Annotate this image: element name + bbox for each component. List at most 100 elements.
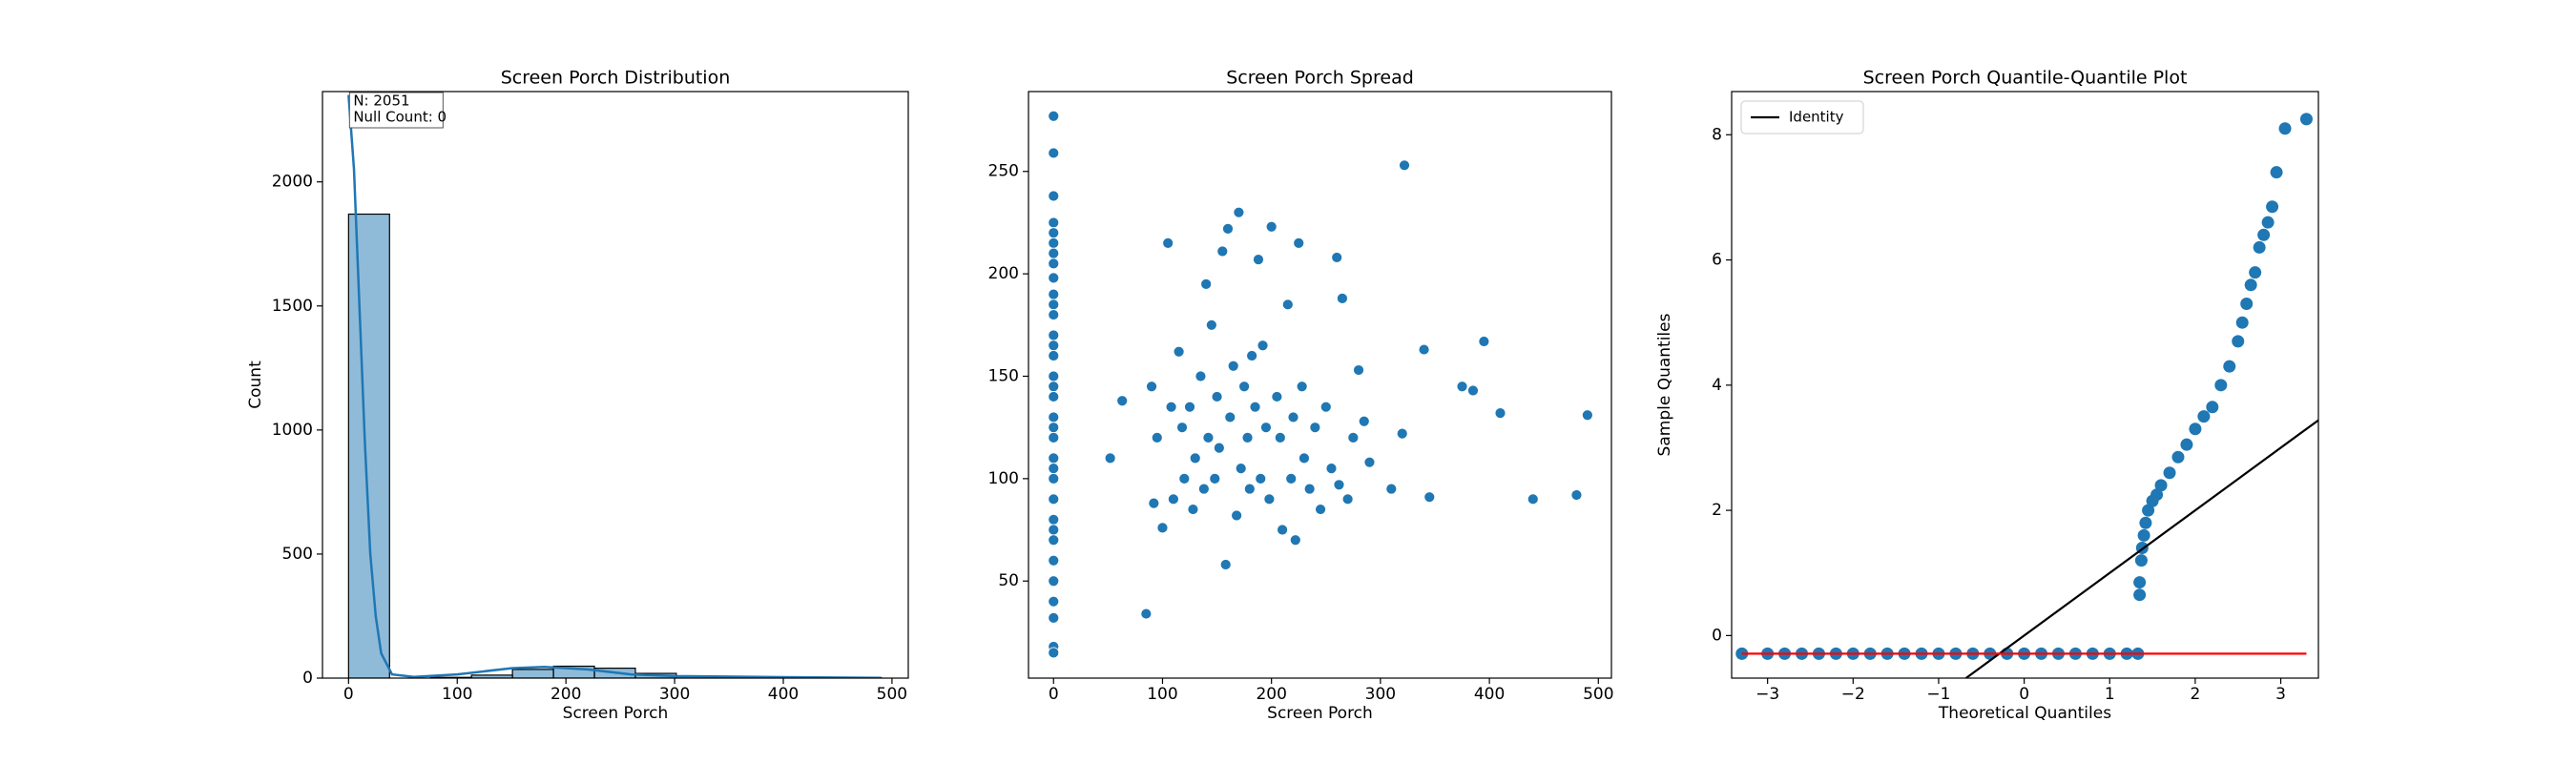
scatter-point (1178, 472, 1191, 485)
scatter-point (1048, 350, 1060, 361)
scatter-point (1184, 401, 1195, 413)
scatter-point (1274, 432, 1286, 443)
scatter-point (1456, 381, 1468, 393)
x-tick-label: 300 (659, 685, 690, 704)
scatter-point (1151, 432, 1163, 443)
scatter-point (1195, 370, 1207, 382)
scatter-point (1162, 237, 1174, 249)
scatter-point (1341, 493, 1354, 505)
scatter-point (1202, 432, 1215, 443)
qq-point (2235, 316, 2249, 329)
scatter-point (1277, 524, 1288, 536)
scatter-point (1241, 432, 1254, 443)
scatter-point (1048, 647, 1060, 659)
scatter-point (1385, 483, 1398, 495)
scatter-point (1048, 432, 1060, 443)
scatter-point (1265, 220, 1278, 233)
qq-point (2253, 240, 2266, 254)
qq-point (2257, 228, 2271, 241)
histogram-bar (347, 213, 390, 678)
annotation-text: N: 2051 (353, 93, 409, 110)
scatter-point (1494, 407, 1506, 420)
scatter-point (1293, 237, 1305, 249)
scatter-point (1325, 463, 1338, 475)
y-tick-label: 0 (302, 669, 313, 688)
x-tick-label: 300 (1365, 685, 1396, 704)
scatter-point (1048, 340, 1060, 352)
y-tick-label: 6 (1712, 251, 1722, 270)
x-tick-label: 500 (1583, 685, 1613, 704)
x-tick-label: 100 (442, 685, 472, 704)
scatter-point (1224, 411, 1236, 423)
scatter-point (1347, 432, 1360, 443)
x-tick-label: 0 (2019, 685, 2029, 704)
chart-panel: Screen Porch Quantile-Quantile Plot Theor… (1655, 68, 2319, 723)
qq-point (2154, 479, 2168, 492)
scatter-point (1399, 159, 1410, 172)
y-axis-label: Count (246, 361, 265, 409)
scatter-point (1140, 608, 1153, 620)
scatter-point (1048, 147, 1060, 159)
scatter-point (1337, 292, 1348, 304)
scatter-point (1233, 206, 1245, 218)
scatter-point (1263, 493, 1276, 505)
plot-area (1048, 110, 1593, 659)
scatter-point (1298, 452, 1310, 464)
x-tick-label: −1 (1926, 685, 1950, 704)
scatter-point (1048, 452, 1060, 464)
x-tick-label: 0 (1049, 685, 1059, 704)
scatter-point (1048, 217, 1060, 229)
qq-point (2261, 216, 2275, 229)
scatter-point (1231, 509, 1243, 522)
axes-frame (1028, 91, 1612, 679)
qq-point (2163, 466, 2176, 480)
qq-point (2137, 528, 2150, 542)
qq-point (2214, 379, 2228, 392)
scatter-point (1209, 472, 1221, 485)
y-tick-label: 2 (1712, 501, 1722, 520)
qq-point (2299, 113, 2313, 126)
scatter-point (1048, 299, 1060, 311)
plot-area (347, 94, 883, 678)
chart-title: Screen Porch Distribution (501, 68, 731, 89)
scatter-point (1048, 411, 1060, 423)
x-tick-label: 500 (877, 685, 907, 704)
x-tick-label: 1 (2105, 685, 2115, 704)
scatter-point (1213, 442, 1225, 454)
scatter-point (1315, 504, 1326, 515)
qq-point (2240, 298, 2254, 311)
y-tick-label: 2000 (272, 173, 313, 192)
scatter-point (1048, 237, 1060, 249)
scatter-point (1048, 110, 1060, 122)
axes-frame (322, 91, 909, 679)
y-tick-label: 200 (988, 264, 1019, 283)
chart-title: Screen Porch Spread (1226, 68, 1414, 89)
scatter-point (1570, 489, 1583, 501)
scatter-point (1048, 513, 1060, 526)
scatter-point (1156, 522, 1169, 534)
scatter-point (1176, 422, 1188, 434)
x-tick-label: 0 (343, 685, 354, 704)
scatter-point (1219, 559, 1232, 570)
chart-panel: Screen Porch Spread Screen Porch 0 100 200 30… (988, 68, 1614, 724)
scatter-point (1187, 504, 1199, 515)
kde-line (347, 94, 882, 678)
scatter-point (1048, 595, 1060, 608)
scatter-point (1260, 422, 1272, 434)
scatter-point (1116, 395, 1129, 407)
scatter-point (1285, 472, 1298, 485)
scatter-point (1235, 463, 1247, 475)
scatter-point (1148, 497, 1160, 509)
scatter-point (1200, 278, 1213, 290)
scatter-point (1048, 227, 1060, 239)
y-tick-label: 250 (988, 162, 1019, 181)
x-tick-label: 200 (1256, 685, 1286, 704)
scatter-point (1423, 491, 1436, 504)
scatter-point (1048, 329, 1060, 341)
qq-point (2197, 410, 2211, 423)
scatter-point (1205, 319, 1217, 331)
x-tick-label: 100 (1147, 685, 1177, 704)
scatter-point (1246, 350, 1258, 361)
